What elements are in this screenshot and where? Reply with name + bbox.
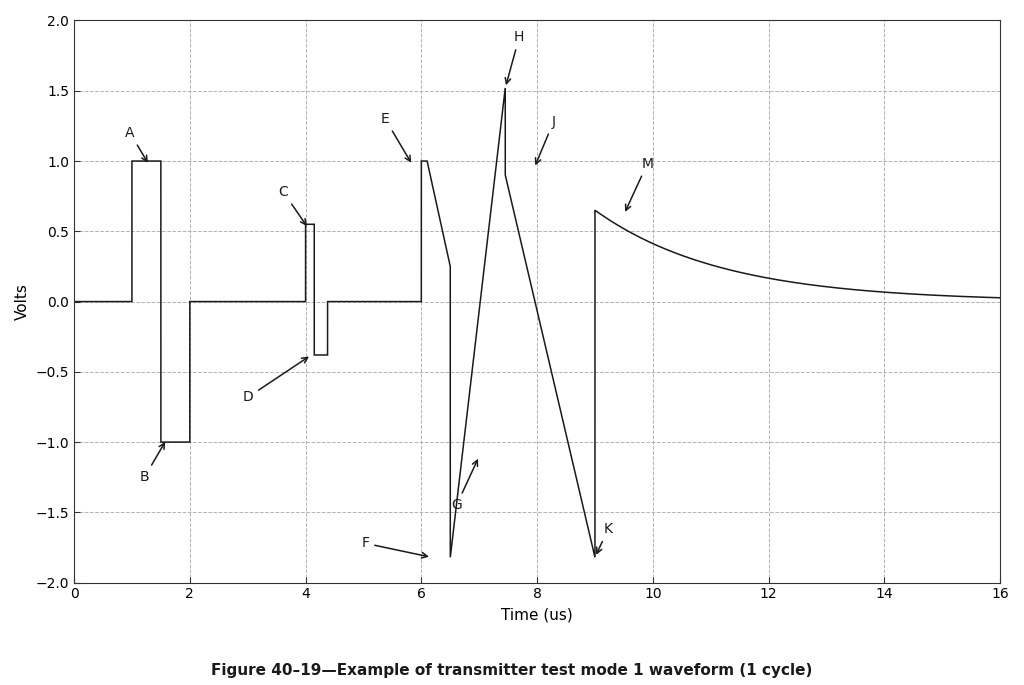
Y-axis label: Volts: Volts bbox=[15, 283, 30, 320]
Text: D: D bbox=[243, 358, 307, 404]
Text: C: C bbox=[279, 185, 306, 225]
Text: Figure 40–19—Example of transmitter test mode 1 waveform (1 cycle): Figure 40–19—Example of transmitter test… bbox=[211, 663, 813, 678]
Text: M: M bbox=[626, 157, 653, 210]
Text: J: J bbox=[536, 114, 556, 164]
Text: G: G bbox=[452, 460, 477, 512]
Text: B: B bbox=[139, 443, 165, 484]
Text: A: A bbox=[125, 126, 147, 162]
Text: F: F bbox=[361, 536, 427, 558]
Text: K: K bbox=[597, 522, 612, 553]
Text: H: H bbox=[505, 30, 524, 84]
X-axis label: Time (us): Time (us) bbox=[501, 607, 573, 622]
Text: E: E bbox=[381, 112, 411, 162]
